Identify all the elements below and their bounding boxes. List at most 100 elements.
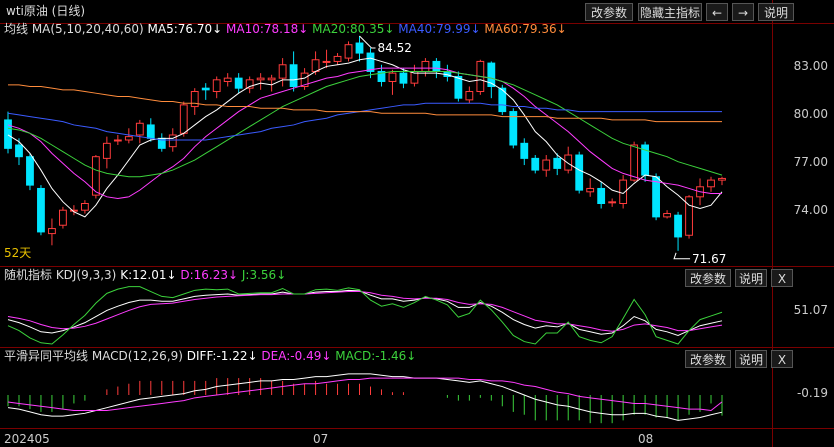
y-tick: 74.00 — [793, 203, 828, 217]
candle-body — [674, 214, 682, 238]
ma5-value: MA5:76.70↓ — [147, 22, 223, 36]
candle-body — [465, 91, 474, 101]
candle-body — [59, 209, 67, 226]
ma-legend: 均线 MA(5,10,20,40,60) MA5:76.70↓ MA10:78.… — [4, 22, 567, 36]
divider — [0, 266, 834, 267]
candle-body — [179, 104, 188, 134]
candle-body — [223, 77, 232, 82]
macd-line-dea — [7, 377, 723, 412]
candle-body — [542, 159, 551, 171]
x-tick: 202405 — [4, 432, 50, 446]
candle-body — [289, 64, 298, 88]
x-tick: 08 — [638, 432, 654, 446]
x-tick: 07 — [313, 432, 329, 446]
max-pointer — [359, 35, 376, 49]
candle-body — [113, 139, 122, 142]
min-label: 71.67 — [692, 252, 726, 266]
kdj-help-button[interactable]: 说明 — [735, 269, 767, 287]
candle-body — [333, 55, 342, 62]
arrow-right-icon[interactable]: → — [732, 3, 754, 21]
candle-body — [553, 157, 562, 169]
candle-body — [487, 62, 496, 87]
candle-body — [564, 154, 573, 171]
candle-body — [630, 144, 639, 181]
candle-body — [102, 142, 111, 159]
change-params-button[interactable]: 改参数 — [585, 3, 633, 21]
kdj-line-k — [7, 289, 723, 336]
candle-body — [421, 60, 430, 72]
macd-label: 平滑异同平均线 MACD(12,26,9) — [4, 349, 183, 363]
macd-line-diff — [7, 373, 723, 421]
ma-line-ma10 — [7, 67, 722, 199]
macd-y-tick: -0.19 — [796, 386, 828, 400]
candle-body — [454, 75, 463, 99]
candle-body — [718, 177, 726, 181]
candle-body — [707, 179, 715, 188]
candle-body — [575, 154, 584, 191]
divider — [0, 23, 834, 24]
hide-main-indicator-button[interactable]: 隐藏主指标 — [638, 3, 702, 21]
candle-body — [146, 124, 155, 139]
candle-body — [410, 70, 419, 84]
candle-body — [91, 156, 100, 196]
candle-body — [432, 60, 441, 72]
kdj-line-d — [7, 291, 723, 332]
candle-body — [70, 209, 78, 212]
kdj-legend: 随机指标 KDJ(9,3,3) K:12.01↓ D:16.23↓ J:3.56… — [4, 268, 286, 282]
kdj-line-j — [7, 286, 723, 345]
candle-body — [256, 77, 265, 81]
candle-body — [190, 91, 199, 108]
kdj-close-icon[interactable]: X — [771, 269, 793, 287]
arrow-left-icon[interactable]: ← — [706, 3, 728, 21]
candle-body — [15, 144, 23, 158]
candle-body — [234, 77, 243, 89]
ma-line-ma5 — [7, 57, 723, 218]
candle-body — [399, 72, 408, 84]
candle-body — [124, 136, 133, 141]
ma-legend-label: 均线 MA(5,10,20,40,60) — [4, 22, 144, 36]
help-button[interactable]: 说明 — [758, 3, 794, 21]
candle-body — [245, 79, 254, 89]
candle-body — [366, 52, 375, 72]
kdj-params-button[interactable]: 改参数 — [685, 269, 731, 287]
candle-body — [37, 187, 45, 233]
candle-body — [696, 186, 704, 198]
y-tick: 80.00 — [793, 107, 828, 121]
min-pointer — [673, 252, 691, 260]
candle-body — [168, 134, 177, 148]
window-title: wti原油 (日线) — [6, 4, 86, 18]
candle-body — [619, 179, 628, 205]
candle-body — [685, 196, 693, 236]
candle-body — [157, 137, 166, 149]
candle-body — [608, 201, 617, 204]
macd-params-button[interactable]: 改参数 — [685, 350, 731, 368]
candle-body — [377, 70, 386, 82]
candle-body — [300, 72, 309, 87]
candle-body — [520, 142, 529, 159]
candle-body — [388, 72, 397, 82]
macd-value: MACD:-1.46↓ — [335, 349, 417, 363]
macd-help-button[interactable]: 说明 — [735, 350, 767, 368]
kdj-j: J:3.56↓ — [241, 268, 287, 282]
ma40-value: MA40:79.99↓ — [398, 22, 481, 36]
candle-body — [26, 156, 34, 186]
candle-body — [80, 203, 89, 211]
candle-body — [597, 187, 606, 204]
candle-body — [212, 79, 221, 93]
divider — [0, 428, 834, 429]
y-tick: 83.00 — [793, 59, 828, 73]
candle-body — [586, 187, 595, 193]
candle-body — [322, 60, 331, 63]
divider — [0, 347, 834, 348]
candle-body — [267, 77, 276, 81]
macd-legend: 平滑异同平均线 MACD(12,26,9) DIFF:-1.22↓ DEA:-0… — [4, 349, 416, 363]
candle-body — [652, 176, 660, 218]
candle-body — [135, 122, 144, 136]
ma-line-ma40 — [7, 102, 722, 141]
max-label: 84.52 — [378, 41, 412, 55]
macd-close-icon[interactable]: X — [771, 350, 793, 368]
kdj-label: 随机指标 KDJ(9,3,3) — [4, 268, 117, 282]
candle-body — [355, 42, 364, 54]
candle-body — [476, 60, 485, 93]
